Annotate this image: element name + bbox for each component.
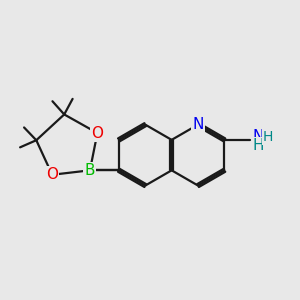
- Text: O: O: [46, 167, 58, 182]
- Text: N: N: [253, 129, 264, 144]
- Text: B: B: [85, 163, 95, 178]
- Text: H: H: [253, 138, 264, 153]
- Text: N: N: [192, 117, 204, 132]
- Text: H: H: [262, 130, 273, 144]
- Text: O: O: [92, 125, 104, 140]
